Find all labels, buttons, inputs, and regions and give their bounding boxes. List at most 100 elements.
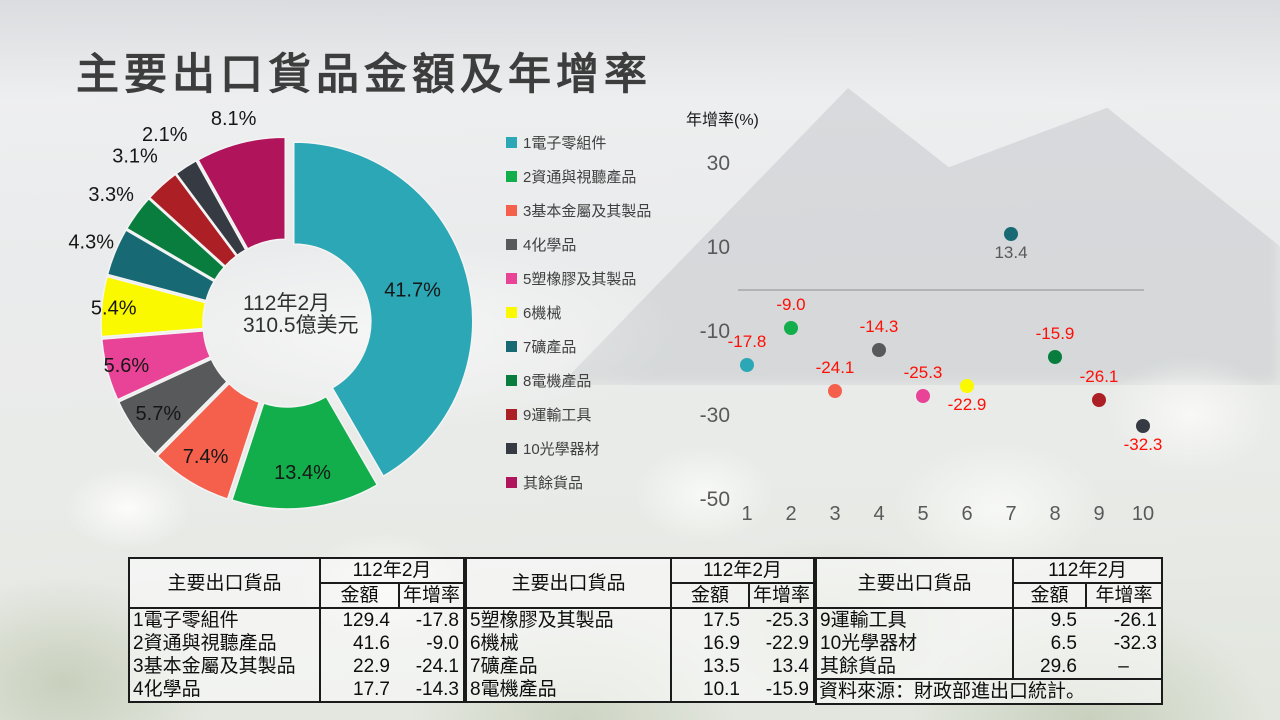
donut-pct-label: 2.1%: [142, 124, 188, 146]
x-tick: 9: [1093, 503, 1105, 525]
legend-swatch: [506, 171, 517, 182]
legend-label: 6機械: [523, 305, 562, 322]
data-point-7: [1004, 226, 1018, 241]
x-tick: 5: [917, 503, 929, 525]
table-row: 9運輸工具 9.5 -26.1: [816, 608, 1162, 632]
data-point-label: -15.9: [1035, 323, 1075, 343]
x-tick: 3: [829, 503, 841, 525]
cell-yoy: -25.3: [765, 610, 809, 631]
legend-item-2: 2資通與視聽產品: [506, 165, 651, 188]
cell-yoy: -22.9: [765, 633, 809, 654]
y-tick: 10: [706, 236, 730, 259]
source-note: 資料來源：財政部進出口統計。: [816, 678, 1162, 704]
cell-amount: 17.5: [703, 610, 740, 631]
data-point-label: -25.3: [903, 363, 943, 383]
legend-label: 8電機產品: [523, 373, 592, 390]
table-header-amount: 金額: [671, 583, 750, 609]
legend-item-5: 5塑橡膠及其製品: [506, 267, 651, 290]
legend-swatch: [506, 409, 517, 420]
scatter-chart: 年增率(%) 30 10 -10 -30 -50 1 2 3 4 5 6 7 8 9 10 -17.8 -9.0…: [680, 100, 1255, 540]
legend-swatch: [506, 443, 517, 454]
data-point-6: [960, 379, 974, 394]
legend-swatch: [506, 477, 517, 488]
cell-yoy: -15.9: [765, 679, 809, 700]
cell-amount: 22.9: [353, 656, 390, 677]
x-tick: 7: [1005, 503, 1017, 525]
background-sky: [0, 0, 1280, 100]
y-axis-title: 年增率(%): [686, 112, 759, 129]
legend-swatch: [506, 205, 517, 216]
data-point-2: [784, 320, 798, 335]
legend-swatch: [506, 273, 517, 284]
y-tick: -50: [699, 488, 730, 511]
cell-amount: 29.6: [1040, 656, 1077, 677]
donut-pct-label: 3.1%: [112, 146, 158, 168]
legend-label: 7礦產品: [523, 339, 577, 356]
donut-center-amount: 310.5億美元: [243, 314, 359, 337]
legend-item-11: 其餘貨品: [506, 471, 651, 494]
cell-amount: 129.4: [342, 610, 390, 631]
donut-pct-label: 5.6%: [104, 355, 150, 377]
data-point-8: [1048, 349, 1062, 364]
table-row: 5塑橡膠及其製品 17.5 -25.3: [466, 608, 814, 632]
table-header-period: 112年2月: [671, 558, 814, 584]
y-tick: -10: [699, 320, 730, 343]
x-tick: 10: [1131, 503, 1155, 525]
cell-yoy: 13.4: [772, 656, 809, 677]
legend-label: 9運輸工具: [523, 407, 592, 424]
legend-item-9: 9運輸工具: [506, 403, 651, 426]
cell-item: 2資通與視聽產品: [129, 632, 321, 655]
donut-pct-label: 5.4%: [91, 297, 137, 319]
legend-label: 2資通與視聽產品: [523, 169, 637, 186]
x-tick: 8: [1049, 503, 1061, 525]
donut-slice-9: [148, 173, 238, 268]
cell-yoy: -17.8: [415, 610, 459, 631]
data-point-5: [916, 389, 930, 404]
donut-center-label: 112年2月 310.5億美元: [243, 293, 359, 337]
legend-swatch: [506, 239, 517, 250]
table-header-period: 112年2月: [320, 558, 464, 584]
cell-item: 6機械: [466, 632, 672, 655]
cell-item: 4化學品: [129, 678, 321, 702]
cell-amount: 17.7: [353, 679, 390, 700]
table-row: 其餘貨品 29.6 –: [816, 655, 1162, 679]
table-header-item: 主要出口貨品: [816, 558, 1014, 609]
cell-item: 9運輸工具: [816, 608, 1014, 632]
legend-label: 5塑橡膠及其製品: [523, 271, 637, 288]
donut-chart: 41.7% 13.4% 7.4%5.7% 5.6% 5.4% 4.3% 3.3% 3.1%2.…: [68, 108, 474, 510]
legend-label: 1電子零組件: [523, 135, 607, 152]
table-row: 8電機產品 10.1 -15.9: [466, 678, 814, 702]
table-row: 10光學器材 6.5 -32.3: [816, 632, 1162, 655]
donut-slice-10: [175, 159, 247, 257]
donut-pct-label: 5.7%: [136, 403, 182, 425]
cell-amount: 6.5: [1050, 633, 1077, 654]
table-row: 7礦產品 13.5 13.4: [466, 655, 814, 678]
data-point-9: [1092, 392, 1106, 407]
legend-item-7: 7礦產品: [506, 335, 651, 358]
legend-swatch: [506, 137, 517, 148]
cell-item: 其餘貨品: [816, 655, 1014, 679]
cell-yoy: -14.3: [415, 679, 459, 700]
donut-pct-label: 4.3%: [68, 232, 114, 254]
data-point-label: 13.4: [994, 242, 1028, 262]
donut-slice-1: [293, 141, 474, 478]
source-note-row: 資料來源：財政部進出口統計。: [816, 678, 1162, 704]
cell-item: 1電子零組件: [129, 608, 321, 632]
cell-item: 7礦產品: [466, 655, 672, 678]
cell-yoy: -26.1: [1113, 610, 1157, 631]
data-point-3: [828, 384, 842, 399]
export-table-2: 主要出口貨品 112年2月 金額 年增率 5塑橡膠及其製品 17.5 -25.3 6機械 16.…: [465, 557, 815, 703]
donut-slice-7: [106, 228, 216, 302]
table-header-item: 主要出口貨品: [129, 558, 321, 609]
cell-item: 8電機產品: [466, 678, 672, 702]
cell-amount: 10.1: [703, 679, 740, 700]
data-point-10: [1136, 418, 1150, 433]
table-header-period: 112年2月: [1013, 558, 1162, 584]
data-point-label: -22.9: [947, 395, 987, 415]
legend-swatch: [506, 307, 517, 318]
cell-item: 5塑橡膠及其製品: [466, 608, 672, 632]
legend: 1電子零組件 2資通與視聽產品 3基本金屬及其製品 4化學品 5塑橡膠及其製品 6機械 7礦…: [506, 131, 651, 505]
cell-item: 10光學器材: [816, 632, 1014, 655]
donut-pct-label: 7.4%: [183, 446, 229, 468]
data-point-label: -9.0: [776, 294, 806, 314]
